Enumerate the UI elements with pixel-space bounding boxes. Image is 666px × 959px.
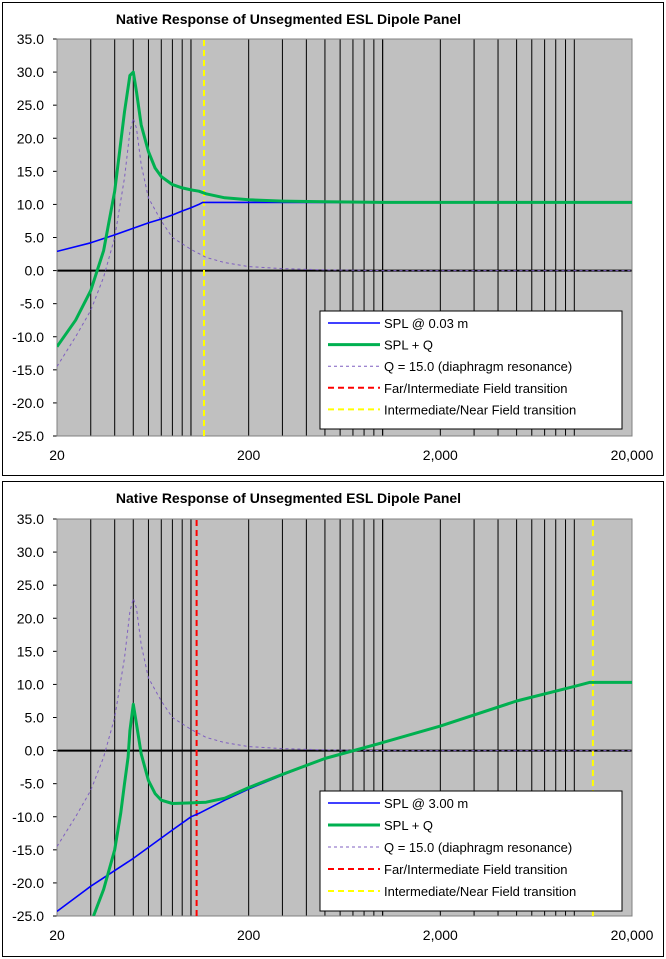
legend-label: Q = 15.0 (diaphragm resonance) xyxy=(384,840,572,855)
x-tick-label: 2,000 xyxy=(423,927,458,943)
y-tick-label: 10.0 xyxy=(17,196,44,212)
y-tick-label: 0.0 xyxy=(25,743,45,759)
chart-panel-2: Native Response of Unsegmented ESL Dipol… xyxy=(2,481,664,957)
legend-label: Intermediate/Near Field transition xyxy=(384,402,576,417)
legend-label: Far/Intermediate Field transition xyxy=(384,862,568,877)
y-tick-label: 5.0 xyxy=(25,710,45,726)
y-tick-label: 35.0 xyxy=(17,511,44,527)
legend: SPL @ 0.03 m SPL + Q Q = 15.0 (diaphragm r… xyxy=(319,310,623,430)
x-tick-label: 200 xyxy=(237,927,261,943)
x-tick-label: 20 xyxy=(49,447,65,463)
plot-border xyxy=(56,518,633,917)
y-tick-label: 5.0 xyxy=(25,230,45,246)
legend: SPL @ 3.00 m SPL + Q Q = 15.0 (diaphragm r… xyxy=(319,790,623,912)
series-line xyxy=(57,117,632,367)
y-tick-label: -5.0 xyxy=(20,776,44,792)
y-tick-label: -25.0 xyxy=(12,908,44,924)
y-tick-label: 0.0 xyxy=(25,263,45,279)
y-tick-label: 30.0 xyxy=(17,64,44,80)
legend-label: SPL @ 0.03 m xyxy=(384,316,468,331)
x-tick-label: 200 xyxy=(237,447,261,463)
legend-label: SPL + Q xyxy=(384,818,433,833)
chart-title: Native Response of Unsegmented ESL Dipol… xyxy=(116,490,461,506)
x-tick-label: 20 xyxy=(49,927,65,943)
x-tick-label: 2,000 xyxy=(423,447,458,463)
series-line xyxy=(57,597,632,847)
y-tick-label: -20.0 xyxy=(12,875,44,891)
y-tick-label: -5.0 xyxy=(20,296,44,312)
y-tick-label: 25.0 xyxy=(17,97,44,113)
y-tick-label: 30.0 xyxy=(17,544,44,560)
x-tick-label: 20,000 xyxy=(611,927,654,943)
y-tick-label: 20.0 xyxy=(17,130,44,146)
y-tick-label: 10.0 xyxy=(17,676,44,692)
legend-label: SPL @ 3.00 m xyxy=(384,796,468,811)
y-tick-label: -15.0 xyxy=(12,842,44,858)
y-tick-label: 15.0 xyxy=(17,163,44,179)
series-group xyxy=(57,39,632,436)
y-tick-label: -15.0 xyxy=(12,362,44,378)
legend-label: Intermediate/Near Field transition xyxy=(384,884,576,899)
y-tick-label: -25.0 xyxy=(12,428,44,444)
y-tick-label: -10.0 xyxy=(12,809,44,825)
chart-panel-1: Native Response of Unsegmented ESL Dipol… xyxy=(2,2,664,476)
series-group xyxy=(57,519,632,916)
chart-title: Native Response of Unsegmented ESL Dipol… xyxy=(116,11,461,27)
legend-label: Q = 15.0 (diaphragm resonance) xyxy=(384,359,572,374)
grid xyxy=(90,39,575,436)
y-tick-label: -10.0 xyxy=(12,329,44,345)
plot-border xyxy=(56,38,633,437)
x-tick-label: 20,000 xyxy=(611,447,654,463)
y-tick-label: 15.0 xyxy=(17,643,44,659)
y-tick-label: 25.0 xyxy=(17,577,44,593)
legend-label: Far/Intermediate Field transition xyxy=(384,381,568,396)
series-line xyxy=(57,70,632,348)
series-line xyxy=(92,680,632,916)
y-tick-label: 35.0 xyxy=(17,31,44,47)
legend-label: SPL + Q xyxy=(384,338,433,353)
y-tick-label: -20.0 xyxy=(12,395,44,411)
y-tick-label: 20.0 xyxy=(17,610,44,626)
